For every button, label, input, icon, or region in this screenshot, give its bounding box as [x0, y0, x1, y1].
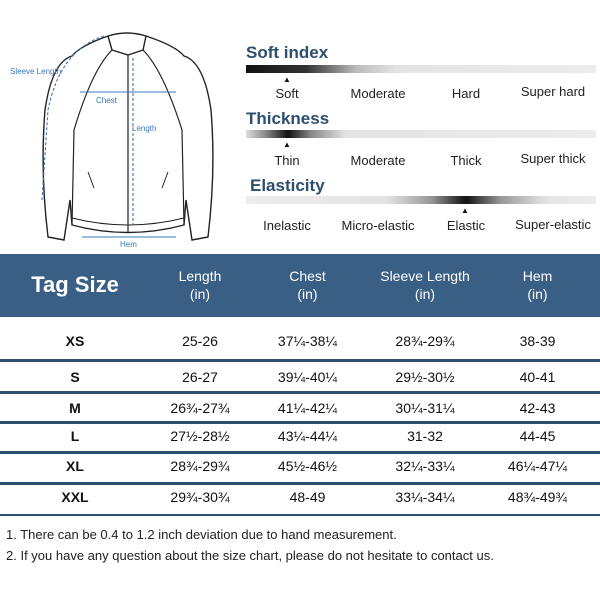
row-divider	[0, 391, 600, 394]
header-unit: (in)	[414, 286, 436, 302]
sleeve-length-label: Sleeve Length	[10, 67, 62, 76]
thickness-marker-icon: ▲	[283, 140, 291, 149]
tag-size-column-header: Tag Size	[31, 272, 119, 297]
soft-index-option: Hard	[451, 86, 481, 101]
tag-size-cell: S	[70, 369, 80, 385]
hem-cell: 40-41	[519, 369, 556, 385]
elasticity-title: Elasticity	[250, 176, 325, 195]
length-cell: 26-27	[182, 369, 218, 385]
elasticity-bar	[246, 196, 596, 204]
length-cell: 29¾-30¾	[170, 489, 230, 505]
row-divider	[0, 421, 600, 424]
soft-index-option: Super hard	[520, 84, 586, 99]
elasticity-marker-icon: ▲	[461, 206, 469, 215]
tag-size-cell: XL	[66, 458, 84, 474]
hem-cell: 42-43	[519, 400, 556, 416]
chest-column-header: Chest (in)	[260, 267, 355, 303]
length-label: Length	[132, 124, 157, 133]
length-column-header: Length (in)	[155, 267, 245, 303]
chest-cell: 41¼-42¼	[277, 400, 338, 416]
table-row: L 27½-28½ 43¼-44¼ 31-32 44-45	[0, 422, 600, 451]
thickness-title: Thickness	[246, 109, 330, 128]
header-label: Length	[178, 268, 222, 284]
tag-size-cell: M	[69, 400, 81, 416]
length-cell: 26¾-27¾	[170, 400, 230, 416]
chest-label: Chest	[96, 96, 117, 105]
soft-index-title: Soft index	[246, 43, 329, 62]
hem-cell: 38-39	[519, 333, 556, 349]
chest-cell: 37¼-38¼	[277, 333, 338, 349]
header-label: Hem	[522, 268, 553, 284]
table-row: S 26-27 39¼-40¼ 29½-30½ 40-41	[0, 363, 600, 392]
jacket-outline-icon	[41, 32, 214, 241]
hem-column-header: Hem (in)	[495, 267, 580, 303]
soft-index-option: Moderate	[350, 86, 406, 101]
header-unit: (in)	[527, 286, 548, 302]
chest-cell: 39¼-40¼	[277, 369, 338, 385]
note-item: 1. There can be 0.4 to 1.2 inch deviatio…	[6, 527, 397, 542]
size-table-header: Tag Size Length (in) Chest (in) Sleeve L…	[0, 254, 600, 317]
sleeve-length-cell: 28¾-29¾	[395, 333, 455, 349]
jacket-measurement-diagram: Sleeve Length Chest Length Hem	[0, 0, 240, 250]
row-divider	[0, 482, 600, 485]
header-unit: (in)	[297, 286, 318, 302]
elasticity-option: Super-elastic	[515, 217, 591, 232]
elasticity-option: Inelastic	[263, 218, 311, 233]
header-label: Sleeve Length	[380, 268, 470, 284]
hem-cell: 44-45	[519, 428, 556, 444]
chest-cell: 43¼-44¼	[277, 428, 338, 444]
thickness-option: Thick	[450, 153, 482, 168]
hem-cell: 46¼-47¼	[507, 458, 568, 474]
sleeve-length-cell: 30¼-31¼	[395, 400, 455, 416]
table-row: M 26¾-27¾ 41¼-42¼ 30¼-31¼ 42-43	[0, 394, 600, 423]
sleeve-length-cell: 33¼-34¼	[395, 489, 455, 505]
length-cell: 27½-28½	[170, 428, 230, 444]
sleeve-length-cell: 31-32	[407, 428, 443, 444]
header-unit: (in)	[189, 286, 211, 302]
chest-cell: 45½-46½	[277, 458, 338, 474]
length-cell: 25-26	[182, 333, 218, 349]
sleeve-length-cell: 32¼-33¼	[395, 458, 455, 474]
note-item: 2. If you have any question about the si…	[6, 548, 494, 563]
thickness-option: Thin	[274, 153, 300, 168]
tag-size-cell: XXL	[61, 489, 89, 505]
hem-cell: 48¾-49¾	[507, 489, 568, 505]
thickness-option: Super thick	[520, 151, 586, 166]
hem-label: Hem	[120, 240, 137, 249]
soft-index-bar	[246, 65, 596, 73]
elasticity-option: Micro-elastic	[341, 218, 415, 233]
length-cell: 28¾-29¾	[170, 458, 230, 474]
table-row: XXL 29¾-30¾ 48-49 33¼-34¼ 48¾-49¾	[0, 483, 600, 512]
sleeve-length-column-header: Sleeve Length (in)	[365, 267, 485, 303]
soft-index-marker-icon: ▲	[283, 75, 291, 84]
header-label: Chest	[289, 268, 326, 284]
tag-size-cell: L	[70, 428, 80, 444]
chest-cell: 48-49	[289, 489, 326, 505]
soft-index-option: Soft	[275, 86, 299, 101]
table-row: XL 28¾-29¾ 45½-46½ 32¼-33¼ 46¼-47¼	[0, 452, 600, 481]
tag-size-cell: XS	[65, 333, 85, 349]
sleeve-length-cell: 29½-30½	[395, 369, 455, 385]
thickness-bar	[246, 130, 596, 138]
thickness-option: Moderate	[350, 153, 406, 168]
row-divider	[0, 451, 600, 454]
row-divider	[0, 514, 600, 516]
elasticity-option: Elastic	[446, 218, 486, 233]
table-row: XS 25-26 37¼-38¼ 28¾-29¾ 38-39	[0, 327, 600, 356]
row-divider	[0, 359, 600, 362]
